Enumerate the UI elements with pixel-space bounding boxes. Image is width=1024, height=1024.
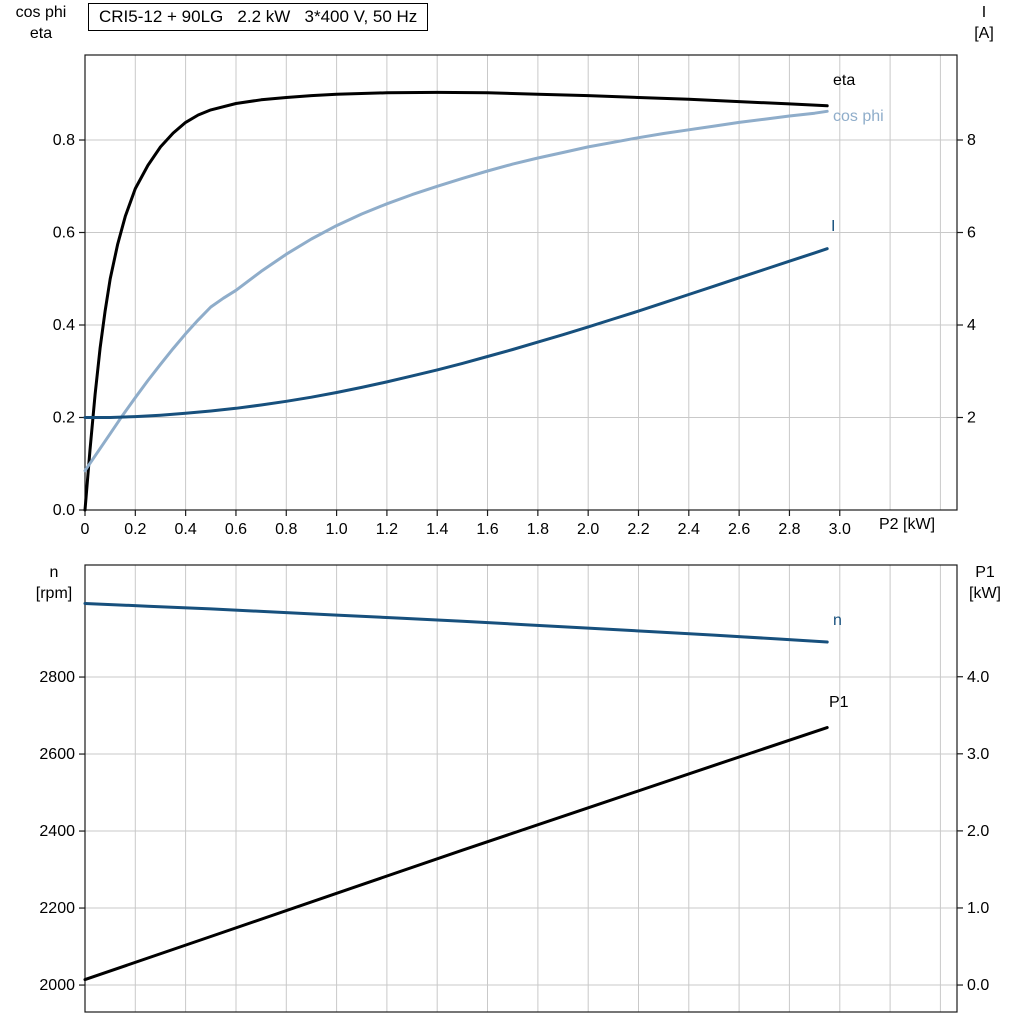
axis-label-eta: eta — [29, 25, 53, 42]
series-curve-cosphi — [83, 109, 829, 473]
axis-label-cosphi: cos phi — [15, 4, 67, 21]
chart-bottom-speed-power: 2000 2200 2400 2600 2800 0.0 1.0 2.0 3.0 4.0 — [39, 564, 989, 1013]
tick-label: 3.0 — [967, 746, 989, 763]
tick-label: 0 — [81, 521, 90, 538]
series-label-power: P1 — [829, 694, 849, 711]
gridlines — [85, 565, 957, 1012]
axis-label-current: I — [981, 4, 987, 21]
plot-frame — [84, 54, 958, 511]
right-axis-title-top-chart: I [A] — [960, 2, 1008, 44]
tick-label: 2800 — [39, 669, 75, 686]
gridlines — [85, 55, 957, 511]
tick-label: 1.2 — [376, 521, 398, 538]
tick-label: 2.0 — [967, 823, 989, 840]
series-curve-I — [83, 247, 829, 419]
tick-label: 0.2 — [53, 410, 75, 427]
axis-label-ampere-unit: [A] — [974, 25, 994, 42]
axis-label-p1: P1 — [975, 564, 995, 581]
right-axis-title-bottom-chart: P1 [kW] — [956, 562, 1014, 604]
tick-label: 4 — [967, 317, 976, 334]
tick-label: 1.0 — [967, 900, 989, 917]
axis-label-kw-unit: [kW] — [969, 585, 1001, 602]
tick-label: 2400 — [39, 823, 75, 840]
series-curve-P1 — [83, 726, 829, 982]
tick-label: 1.8 — [527, 521, 549, 538]
chart-top-eta-cosphi-current: 0.0 0.2 0.4 0.6 0.8 2 4 6 8 0 0.2 0.4 0.6 0.8 1.0 1.2 1.… — [53, 54, 976, 538]
tick-label: 0.2 — [124, 521, 146, 538]
series-curve-eta — [83, 90, 829, 512]
tick-label: 3.0 — [829, 521, 851, 538]
left-axis-title-bottom-chart: n [rpm] — [22, 562, 86, 604]
tick-label: 6 — [967, 225, 976, 242]
tick-label: 2.2 — [627, 521, 649, 538]
series-label-current: I — [831, 218, 836, 235]
tick-marks — [79, 676, 963, 986]
chart-title: CRI5-12 + 90LG 2.2 kW 3*400 V, 50 Hz — [88, 3, 429, 31]
tick-label: 0.4 — [175, 521, 197, 538]
tick-label: 4.0 — [967, 669, 989, 686]
tick-label: 2000 — [39, 977, 75, 994]
tick-label: 8 — [967, 132, 976, 149]
x-axis-title-p2: P2 [kW] — [879, 516, 936, 533]
tick-label: 0.8 — [275, 521, 297, 538]
tick-label: 0.4 — [53, 317, 75, 334]
left-axis-title-top-chart: cos phi eta — [4, 2, 78, 44]
tick-label: 1.0 — [325, 521, 347, 538]
tick-label: 2.6 — [728, 521, 750, 538]
axis-label-n: n — [49, 564, 59, 581]
series-label-eta: eta — [833, 72, 856, 89]
tick-label: 2.0 — [577, 521, 599, 538]
tick-marks — [79, 139, 963, 516]
tick-label: 2600 — [39, 746, 75, 763]
axis-label-rpm-unit: [rpm] — [35, 585, 73, 602]
series-curve-n — [83, 602, 829, 644]
series-label-speed: n — [833, 612, 842, 629]
tick-label: 2200 — [39, 900, 75, 917]
tick-label: 0.8 — [53, 132, 75, 149]
series-label-cosphi: cos phi — [833, 108, 884, 125]
tick-label: 2.4 — [678, 521, 700, 538]
tick-label: 0.0 — [53, 502, 75, 519]
tick-label: 2 — [967, 410, 976, 427]
tick-label: 1.4 — [426, 521, 448, 538]
tick-label: 2.8 — [778, 521, 800, 538]
plot-frame — [84, 564, 958, 1013]
tick-label: 0.0 — [967, 977, 989, 994]
tick-label: 0.6 — [225, 521, 247, 538]
tick-label: 1.6 — [476, 521, 498, 538]
tick-label: 0.6 — [53, 225, 75, 242]
